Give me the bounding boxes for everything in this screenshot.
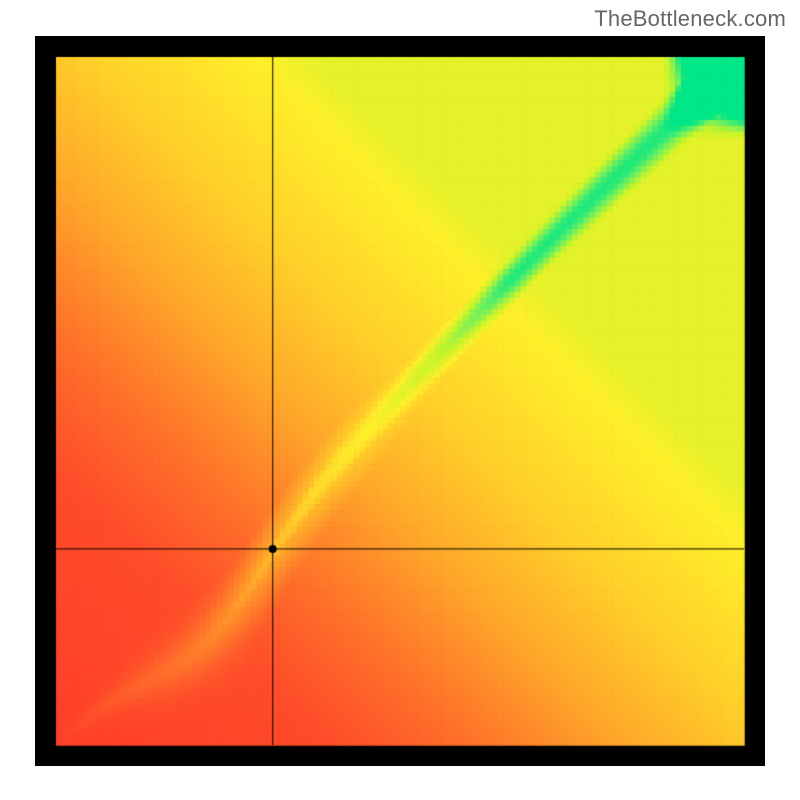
heatmap-canvas — [35, 36, 765, 766]
watermark-text: TheBottleneck.com — [594, 6, 786, 32]
chart-outer-frame — [35, 36, 765, 766]
chart-container: TheBottleneck.com — [0, 0, 800, 800]
